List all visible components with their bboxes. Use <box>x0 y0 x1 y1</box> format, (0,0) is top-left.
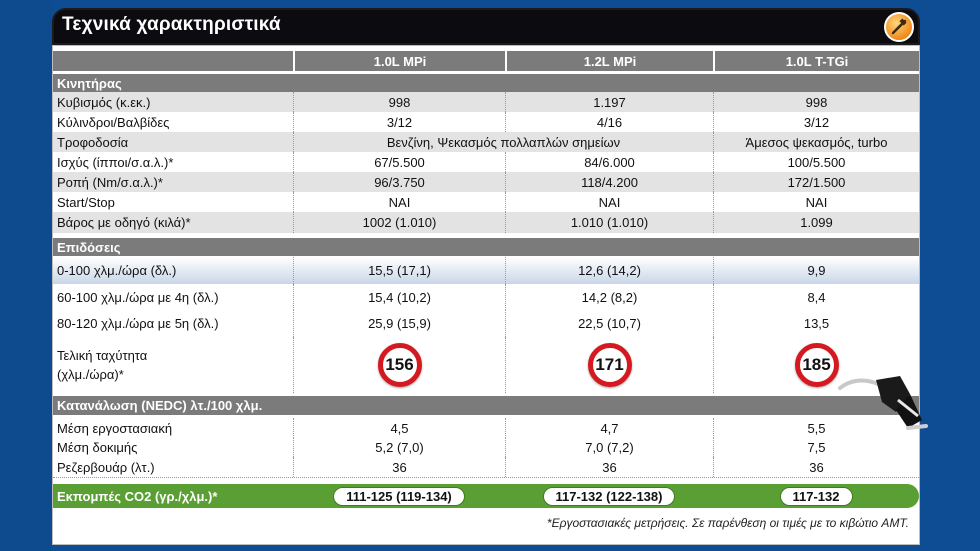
row-label: Τροφοδοσία <box>57 134 129 150</box>
left-panel <box>0 0 52 551</box>
table-row: Μέση δοκιμής 5,2 (7,0) 7,0 (7,2) 7,5 <box>53 438 919 458</box>
footnote: *Εργοστασιακές μετρήσεις. Σε παρένθεση ο… <box>546 516 909 530</box>
section-header-performance: Επιδόσεις <box>53 238 919 256</box>
row-label: 80-120 χλμ./ώρα με 5η (δλ.) <box>57 316 219 331</box>
fuel-nozzle-icon <box>838 372 930 439</box>
table-row: 60-100 χλμ./ώρα με 4η (δλ.) 15,4 (10,2) … <box>53 284 919 311</box>
tools-icon <box>884 12 914 42</box>
cell: ΝΑΙ <box>293 192 505 212</box>
cell: 12,6 (14,2) <box>505 257 713 284</box>
cell: 36 <box>293 457 505 477</box>
row-label: Μέση δοκιμής <box>57 440 138 455</box>
row-label: Ισχύς (ίπποι/σ.α.λ.)* <box>57 154 174 170</box>
cell: Άμεσος ψεκασμός, turbo <box>713 132 919 152</box>
speed-badge: 156 <box>377 343 422 387</box>
cell: 13,5 <box>713 310 919 337</box>
cell: 1.197 <box>505 92 713 112</box>
cell: 4/16 <box>505 112 713 132</box>
cell: 3/12 <box>713 112 919 132</box>
cell: 1002 (1.010) <box>293 212 505 233</box>
cell: ΝΑΙ <box>505 192 713 212</box>
cell: 4,7 <box>505 418 713 438</box>
cell: 7,5 <box>713 438 919 457</box>
co2-row: Εκπομπές CO2 (γρ./χλμ.)* 111-125 (119-13… <box>53 484 919 508</box>
cell: 1.010 (1.010) <box>505 212 713 233</box>
cell: 22,5 (10,7) <box>505 310 713 337</box>
cell: 998 <box>293 92 505 112</box>
column-header: 1.0L T-TGi <box>713 51 919 71</box>
cell: 8,4 <box>713 284 919 310</box>
co2-value: 111-125 (119-134) <box>333 486 465 506</box>
row-label: Start/Stop <box>57 194 115 210</box>
table-row: 0-100 χλμ./ώρα (δλ.) 15,5 (17,1) 12,6 (1… <box>53 257 919 285</box>
section-header-engine: Κινητήρας <box>53 74 919 92</box>
cell: ΝΑΙ <box>713 192 919 212</box>
row-label: Εκπομπές CO2 (γρ./χλμ.)* <box>57 488 218 504</box>
cell: 5,2 (7,0) <box>293 438 505 457</box>
table-row: 80-120 χλμ./ώρα με 5η (δλ.) 25,9 (15,9) … <box>53 310 919 338</box>
table-row: Τροφοδοσία Βενζίνη, Ψεκασμός πολλαπλών σ… <box>53 132 919 153</box>
table-row: Βάρος με οδηγό (κιλά)* 1002 (1.010) 1.01… <box>53 212 919 233</box>
table-row: Κύλινδροι/Βαλβίδες 3/12 4/16 3/12 <box>53 112 919 133</box>
cell: 7,0 (7,2) <box>505 438 713 457</box>
column-header-row: 1.0L MPi 1.2L MPi 1.0L T-TGi <box>53 51 919 71</box>
page-title: Τεχνικά χαρακτηριστικά <box>62 14 281 35</box>
table-row: Ροπή (Nm/σ.α.λ.)* 96/3.750 118/4.200 172… <box>53 172 919 193</box>
cell: 36 <box>505 457 713 477</box>
row-label: Ρεζερβουάρ (λτ.) <box>57 459 155 475</box>
speed-badge: 171 <box>587 343 632 387</box>
cell: 96/3.750 <box>293 172 505 192</box>
co2-value: 117-132 (122-138) <box>542 486 676 506</box>
cell: 998 <box>713 92 919 112</box>
cell: 172/1.500 <box>713 172 919 192</box>
row-label: Τελική ταχύτητα <box>57 348 148 363</box>
cell: 9,9 <box>713 257 919 284</box>
row-label: Βάρος με οδηγό (κιλά)* <box>57 215 191 230</box>
cell: 5,5 <box>713 418 919 438</box>
cell: 100/5.500 <box>713 152 919 172</box>
cell: 15,4 (10,2) <box>293 284 505 310</box>
cell: 14,2 (8,2) <box>505 284 713 310</box>
table-row: Ρεζερβουάρ (λτ.) 36 36 36 <box>53 457 919 478</box>
cell: 84/6.000 <box>505 152 713 172</box>
cell: 25,9 (15,9) <box>293 310 505 337</box>
title-bar: Τεχνικά χαρακτηριστικά <box>52 8 920 45</box>
cell: 1.099 <box>713 212 919 233</box>
spec-table: 1.0L MPi 1.2L MPi 1.0L T-TGi Κινητήρας Κ… <box>52 45 920 545</box>
table-row: Κυβισμός (κ.εκ.) 998 1.197 998 <box>53 92 919 113</box>
cell: 15,5 (17,1) <box>293 257 505 284</box>
table-row: Start/Stop ΝΑΙ ΝΑΙ ΝΑΙ <box>53 192 919 213</box>
section-header-consumption: Κατανάλωση (NEDC) λτ./100 χλμ. <box>53 396 919 415</box>
cell: 36 <box>713 457 919 477</box>
cell: 4,5 <box>293 418 505 438</box>
cell-merged: Βενζίνη, Ψεκασμός πολλαπλών σημείων <box>293 132 713 152</box>
cell: 118/4.200 <box>505 172 713 192</box>
top-speed-row: Τελική ταχύτητα (χλμ./ώρα)* 156 171 185 <box>53 337 919 393</box>
table-row: Ισχύς (ίπποι/σ.α.λ.)* 67/5.500 84/6.000 … <box>53 152 919 173</box>
column-header: 1.0L MPi <box>293 51 505 71</box>
row-label: Ροπή (Nm/σ.α.λ.)* <box>57 174 163 190</box>
table-row: Μέση εργοστασιακή 4,5 4,7 5,5 <box>53 418 919 439</box>
row-label: Κύλινδροι/Βαλβίδες <box>57 114 170 130</box>
cell: 67/5.500 <box>293 152 505 172</box>
row-label-unit: (χλμ./ώρα)* <box>57 367 124 382</box>
speed-badge: 185 <box>794 343 839 387</box>
row-label: Κυβισμός (κ.εκ.) <box>57 94 151 110</box>
cell: 3/12 <box>293 112 505 132</box>
co2-value: 117-132 <box>779 486 853 506</box>
row-label: 60-100 χλμ./ώρα με 4η (δλ.) <box>57 289 219 305</box>
column-header: 1.2L MPi <box>505 51 713 71</box>
row-label: 0-100 χλμ./ώρα (δλ.) <box>57 263 177 278</box>
row-label: Μέση εργοστασιακή <box>57 420 173 436</box>
